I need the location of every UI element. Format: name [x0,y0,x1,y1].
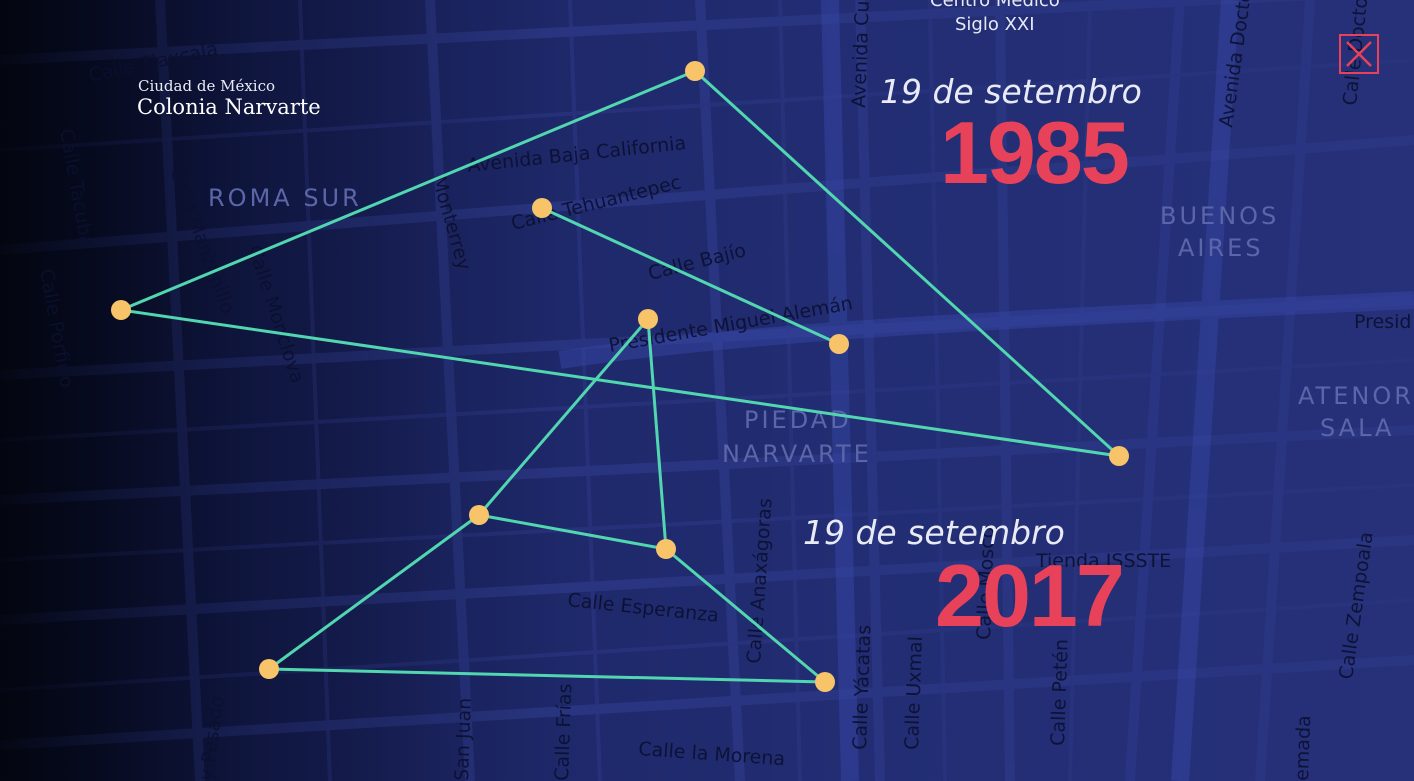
neighborhood-label: BUENOS [1160,202,1279,230]
landmark-label: Siglo XXI [955,14,1035,35]
close-icon [1346,41,1372,67]
neighborhood-label: ROMA SUR [208,184,362,212]
route-line [477,318,650,516]
close-button[interactable] [1339,34,1379,74]
neighborhood-label: AIRES [1178,234,1264,262]
street-label: Avenida Cu [848,0,874,108]
street-label: Calle Yácatas [849,625,875,751]
route-node[interactable] [829,334,849,354]
neighborhood-label: ATENOR [1298,382,1414,410]
route-line [478,513,667,551]
route-node[interactable] [259,659,279,679]
route-line [646,318,668,550]
route-node[interactable] [532,198,552,218]
landmark-label: Centro Medico [930,0,1060,11]
route-node[interactable] [685,61,705,81]
route-node[interactable] [815,672,835,692]
neighborhood-label: PIEDAD [744,406,852,434]
neighborhood-label: NARVARTE [722,440,872,468]
route-line [268,513,480,671]
street-label: Calle Frías [551,683,576,781]
street-label: emada [1291,715,1315,781]
landmark-label: Tienda ISSSTE [1035,550,1171,572]
route-2017 [268,318,826,684]
route-line [665,547,826,684]
event-date-1985: 19 de setembro [880,72,1142,111]
route-nodes [111,61,1129,692]
route-line [541,206,840,346]
event-year-2017: 2017 [935,546,1123,645]
event-date-2017: 19 de setembro [803,513,1065,552]
route-node[interactable] [656,539,676,559]
route-1985 [120,69,1124,459]
colonia-title: Colonia Narvarte [137,95,321,119]
route-node[interactable] [638,309,658,329]
street-label: Calle Mosco [973,526,999,640]
street-label: Calle Petén [1047,639,1073,747]
route-line [268,667,826,684]
route-node[interactable] [1109,446,1129,466]
street-label: Calle Uxmal [901,636,927,750]
street-label: Presid [1354,311,1411,333]
street-label: San Juan [451,697,476,781]
route-node[interactable] [469,505,489,525]
neighborhood-label: SALA [1320,414,1394,442]
city-label: Ciudad de México [138,77,275,95]
route-line [120,69,1124,459]
event-year-1985: 1985 [940,103,1128,202]
route-node[interactable] [111,300,131,320]
